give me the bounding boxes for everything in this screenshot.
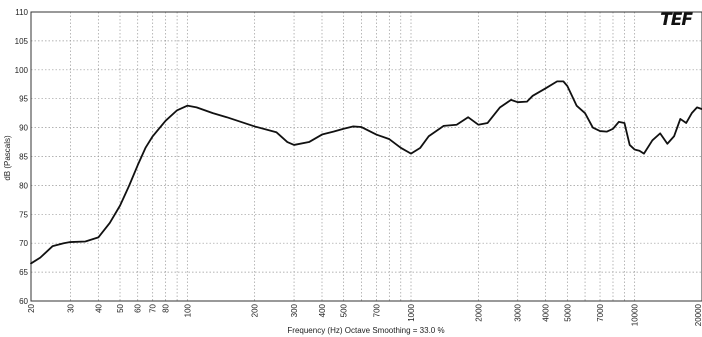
x-tick-label: 2000 [474, 303, 483, 321]
x-tick-label: 100 [183, 303, 192, 317]
grid [31, 12, 702, 301]
y-tick-label: 110 [15, 8, 28, 17]
x-tick-label: 400 [318, 303, 327, 317]
x-tick-label: 7000 [596, 303, 605, 321]
y-tick-label: 65 [19, 268, 28, 277]
plot-frame [30, 11, 702, 302]
x-tick-label: 20 [27, 303, 36, 312]
x-tick-label: 10000 [631, 303, 640, 326]
x-tick-label: 3000 [514, 303, 523, 321]
y-tick-label: 95 [19, 95, 28, 104]
y-tick-label: 105 [15, 37, 29, 46]
x-tick-label: 60 [134, 303, 143, 312]
x-tick-label: 300 [290, 303, 299, 317]
y-axis-label: dB (Pascals) [3, 135, 12, 181]
x-axis-label: Frequency (Hz) Octave Smoothing = 33.0 % [287, 326, 444, 335]
x-tick-label: 700 [372, 303, 381, 317]
x-tick-label: 1000 [407, 303, 416, 321]
y-tick-label: 85 [19, 153, 28, 162]
x-tick-label: 80 [162, 303, 171, 312]
y-tick-label: 90 [19, 124, 28, 133]
x-tick-label: 4000 [542, 303, 551, 321]
x-tick-label: 5000 [563, 303, 572, 321]
x-tick-label: 20000 [694, 303, 702, 326]
y-tick-label: 60 [19, 297, 28, 306]
y-axis-ticks: 60 65 70 75 80 85 90 95 100 105 110 [15, 8, 29, 306]
series-layer [30, 80, 702, 265]
response-series-line [30, 80, 702, 265]
x-tick-label: 40 [94, 303, 103, 312]
y-tick-label: 75 [19, 210, 28, 219]
x-tick-label: 200 [251, 303, 260, 317]
x-axis-ticks: 20 30 40 50 60 70 80 100 200 300 400 500 700 1000 2000… [27, 303, 702, 326]
y-tick-label: 100 [15, 66, 29, 75]
tef-logo: TEF [660, 10, 693, 30]
y-tick-label: 70 [19, 239, 28, 248]
x-tick-label: 70 [149, 303, 158, 312]
x-tick-label: 50 [116, 303, 125, 312]
x-tick-label: 500 [340, 303, 349, 317]
x-tick-label: 30 [66, 303, 75, 312]
y-tick-label: 80 [19, 181, 28, 190]
